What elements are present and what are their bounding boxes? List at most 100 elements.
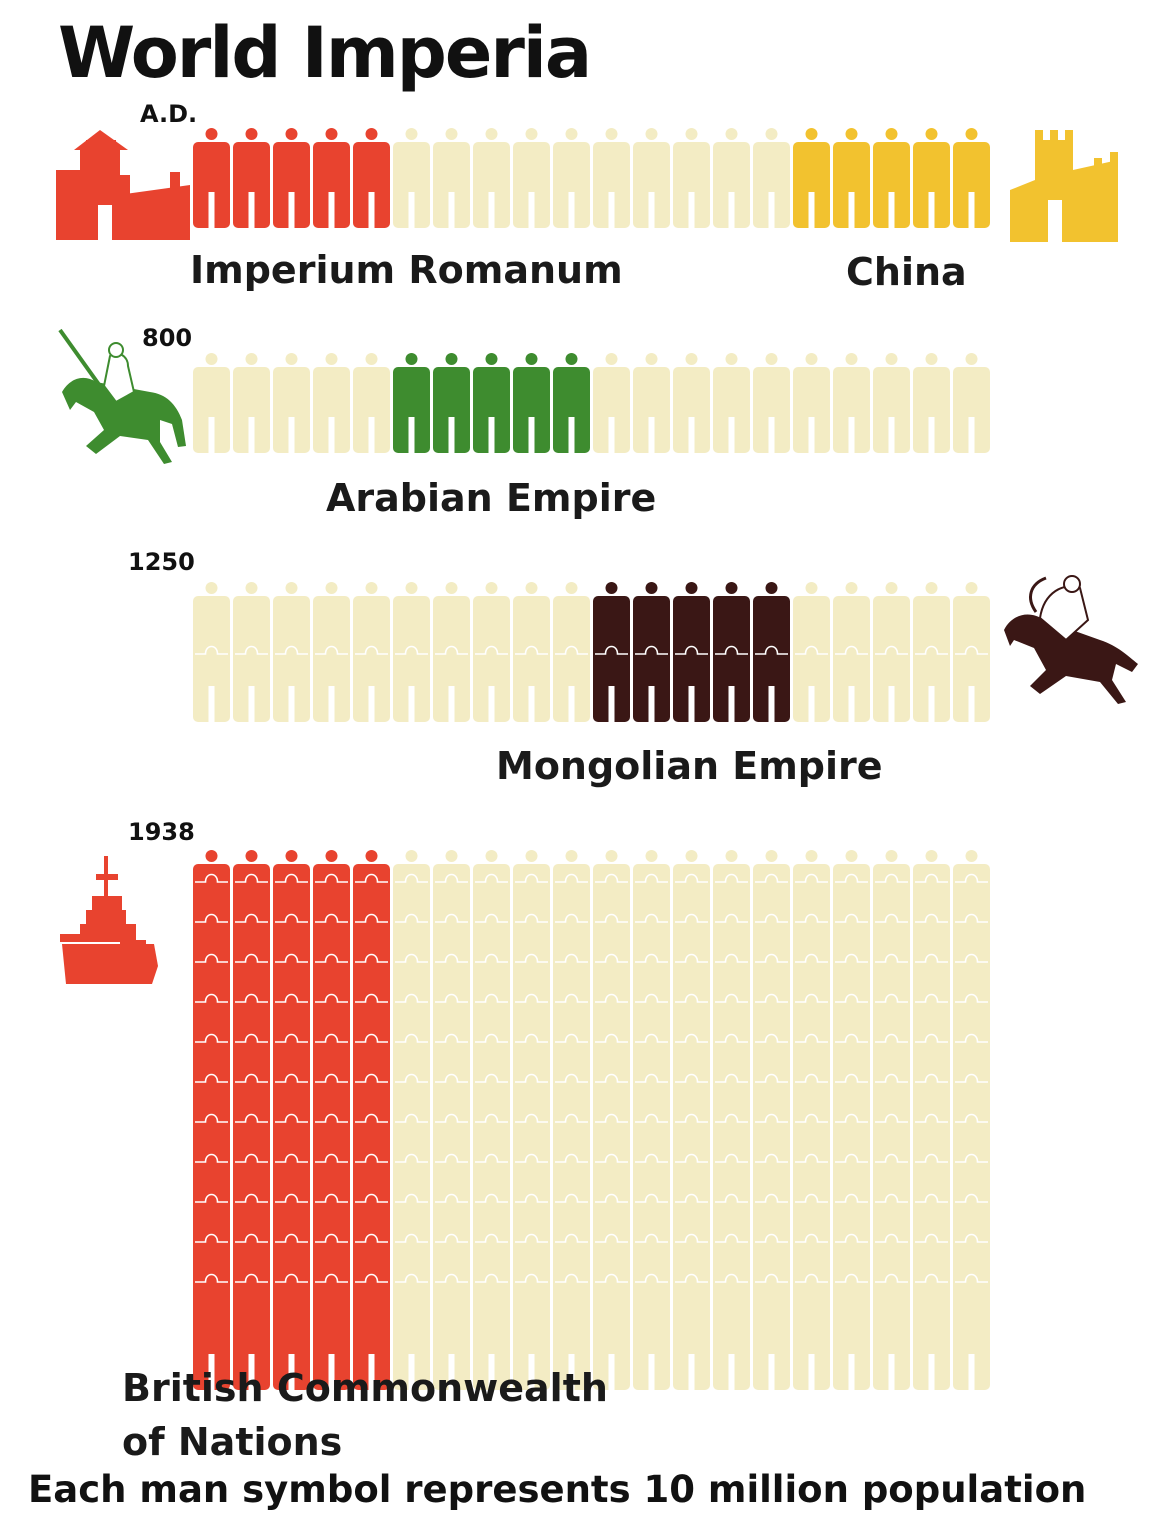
figure-head (925, 353, 938, 365)
figure-legs-gap (928, 1354, 935, 1390)
man-symbol (713, 864, 750, 1390)
figure-head (205, 128, 218, 140)
stacked-man-outline (275, 953, 308, 963)
man-symbol (633, 596, 670, 722)
figure-head (845, 582, 858, 594)
man-symbol (273, 142, 310, 228)
figure-head (845, 850, 858, 862)
man-symbol (953, 596, 990, 722)
stacked-man-outline (475, 645, 508, 655)
stacked-man-outline (355, 1273, 388, 1283)
stacked-man-outline (555, 1153, 588, 1163)
figure-legs-gap (528, 686, 535, 722)
figure-legs-gap (488, 192, 495, 228)
figure-head (685, 850, 698, 862)
stacked-man-outline (515, 1233, 548, 1243)
figure-legs-gap (888, 417, 895, 453)
stacked-man-outline (755, 913, 788, 923)
stacked-man-outline (435, 1233, 468, 1243)
stacked-man-outline (715, 993, 748, 1003)
figure-legs-gap (768, 192, 775, 228)
figure-head (765, 353, 778, 365)
figure-legs-gap (648, 192, 655, 228)
man-symbol (313, 367, 350, 453)
figure-head (405, 128, 418, 140)
stacked-man-outline (515, 1033, 548, 1043)
figure-head (645, 128, 658, 140)
man-symbol (793, 367, 830, 453)
figure-head (565, 128, 578, 140)
figure-head (645, 582, 658, 594)
stacked-man-outline (235, 913, 268, 923)
stacked-man-outline (275, 913, 308, 923)
stacked-man-outline (235, 993, 268, 1003)
man-symbol (353, 142, 390, 228)
stacked-man-outline (235, 1113, 268, 1123)
figure-head (845, 128, 858, 140)
stacked-man-outline (195, 1033, 228, 1043)
stacked-man-outline (635, 953, 668, 963)
stacked-man-outline (195, 1193, 228, 1203)
man-symbol (633, 142, 670, 228)
stacked-man-outline (235, 953, 268, 963)
stacked-man-outline (635, 993, 668, 1003)
figure-head (645, 850, 658, 862)
stacked-man-outline (595, 1233, 628, 1243)
stacked-man-outline (595, 1153, 628, 1163)
figure-head (405, 353, 418, 365)
figure-head (885, 353, 898, 365)
stacked-man-outline (635, 1193, 668, 1203)
stacked-man-outline (675, 1233, 708, 1243)
figure-head (805, 850, 818, 862)
figure-legs-gap (288, 192, 295, 228)
figure-legs-gap (608, 192, 615, 228)
stacked-man-outline (955, 1233, 988, 1243)
stacked-man-outline (315, 1273, 348, 1283)
stacked-man-outline (755, 645, 788, 655)
man-symbol (313, 142, 350, 228)
man-symbol (513, 142, 550, 228)
great-wall-icon (1010, 130, 1118, 242)
figure-legs-gap (288, 686, 295, 722)
figure-head (565, 353, 578, 365)
stacked-man-outline (715, 645, 748, 655)
stacked-man-outline (915, 1033, 948, 1043)
stacked-man-outline (235, 1193, 268, 1203)
stacked-man-outline (715, 1193, 748, 1203)
stacked-man-outline (195, 913, 228, 923)
figure-head (885, 850, 898, 862)
stacked-man-outline (395, 1153, 428, 1163)
stacked-man-outline (395, 873, 428, 883)
stacked-man-outline (515, 873, 548, 883)
stacked-man-outline (275, 1273, 308, 1283)
stacked-man-outline (395, 1273, 428, 1283)
stacked-man-outline (315, 1193, 348, 1203)
stacked-man-outline (315, 645, 348, 655)
stacked-man-outline (915, 645, 948, 655)
man-symbol (513, 596, 550, 722)
stacked-man-outline (395, 993, 428, 1003)
man-symbol (473, 367, 510, 453)
stacked-man-outline (515, 993, 548, 1003)
man-symbol (233, 596, 270, 722)
figure-head (805, 128, 818, 140)
figure-head (725, 850, 738, 862)
stacked-man-outline (675, 1033, 708, 1043)
unit-footnote: Each man symbol represents 10 million po… (28, 1468, 1087, 1511)
man-symbol (833, 142, 870, 228)
stacked-man-outline (675, 1153, 708, 1163)
man-symbol (553, 367, 590, 453)
stacked-man-outline (755, 1153, 788, 1163)
man-symbol (433, 142, 470, 228)
figure-head (205, 850, 218, 862)
stacked-man-outline (235, 873, 268, 883)
figure-legs-gap (528, 192, 535, 228)
figure-legs-gap (688, 686, 695, 722)
stacked-man-outline (475, 1153, 508, 1163)
stacked-man-outline (795, 873, 828, 883)
stacked-man-outline (355, 993, 388, 1003)
man-symbol (873, 864, 910, 1390)
stacked-man-outline (275, 993, 308, 1003)
stacked-man-outline (355, 1073, 388, 1083)
figure-legs-gap (568, 1354, 575, 1390)
